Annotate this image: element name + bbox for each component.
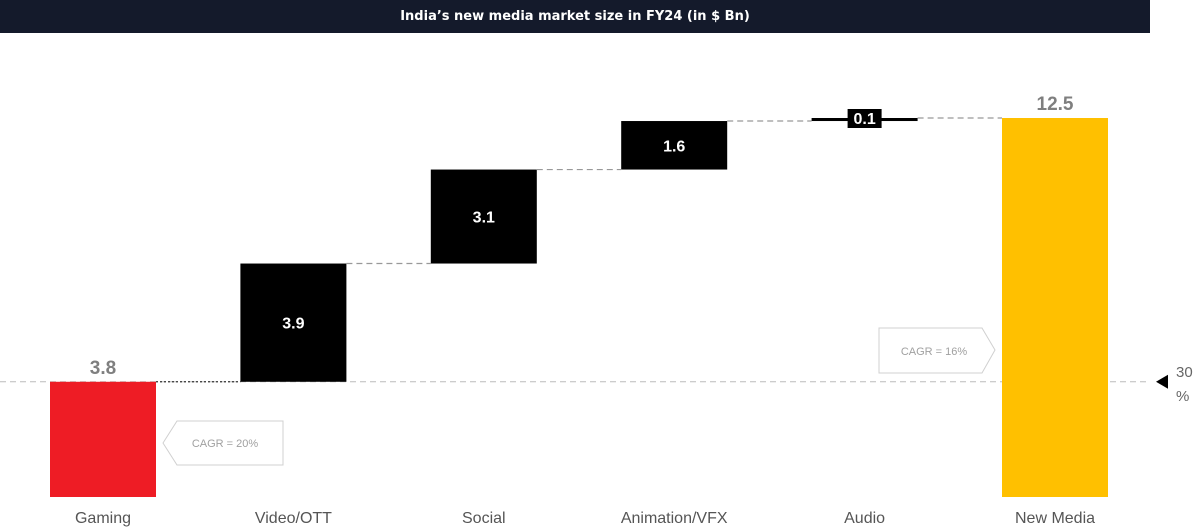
bar-gaming [50, 381, 156, 497]
bar-social [430, 169, 537, 264]
chart-title: India’s new media market size in FY24 (i… [0, 0, 1150, 33]
bar-video-ott [240, 263, 347, 382]
bar-animation-vfx [621, 121, 728, 170]
share-marker-label: 30 [1176, 364, 1193, 381]
x-tick-label: Video/OTT [255, 510, 332, 527]
data-label: 1.6 [663, 138, 685, 155]
data-label: 3.9 [282, 316, 304, 333]
share-marker-label: % [1176, 388, 1189, 405]
x-tick-label: Audio [844, 510, 885, 527]
cagr-callout [162, 420, 284, 466]
x-tick-label: Social [462, 510, 506, 527]
cagr-callout [878, 327, 996, 374]
x-tick-label: Gaming [75, 510, 131, 527]
x-tick-label: Animation/VFX [621, 510, 728, 527]
data-label: 0.1 [853, 111, 875, 128]
bar-new-media [1002, 118, 1108, 497]
cagr-label: CAGR = 16% [901, 346, 968, 358]
x-tick-label: New Media [1015, 510, 1095, 527]
data-label: 3.8 [90, 358, 116, 379]
cagr-label: CAGR = 20% [192, 438, 259, 450]
data-label: 3.1 [473, 210, 495, 227]
data-label-box [847, 109, 882, 128]
data-label: 12.5 [1037, 94, 1074, 115]
triangle-marker-icon [1156, 374, 1168, 389]
